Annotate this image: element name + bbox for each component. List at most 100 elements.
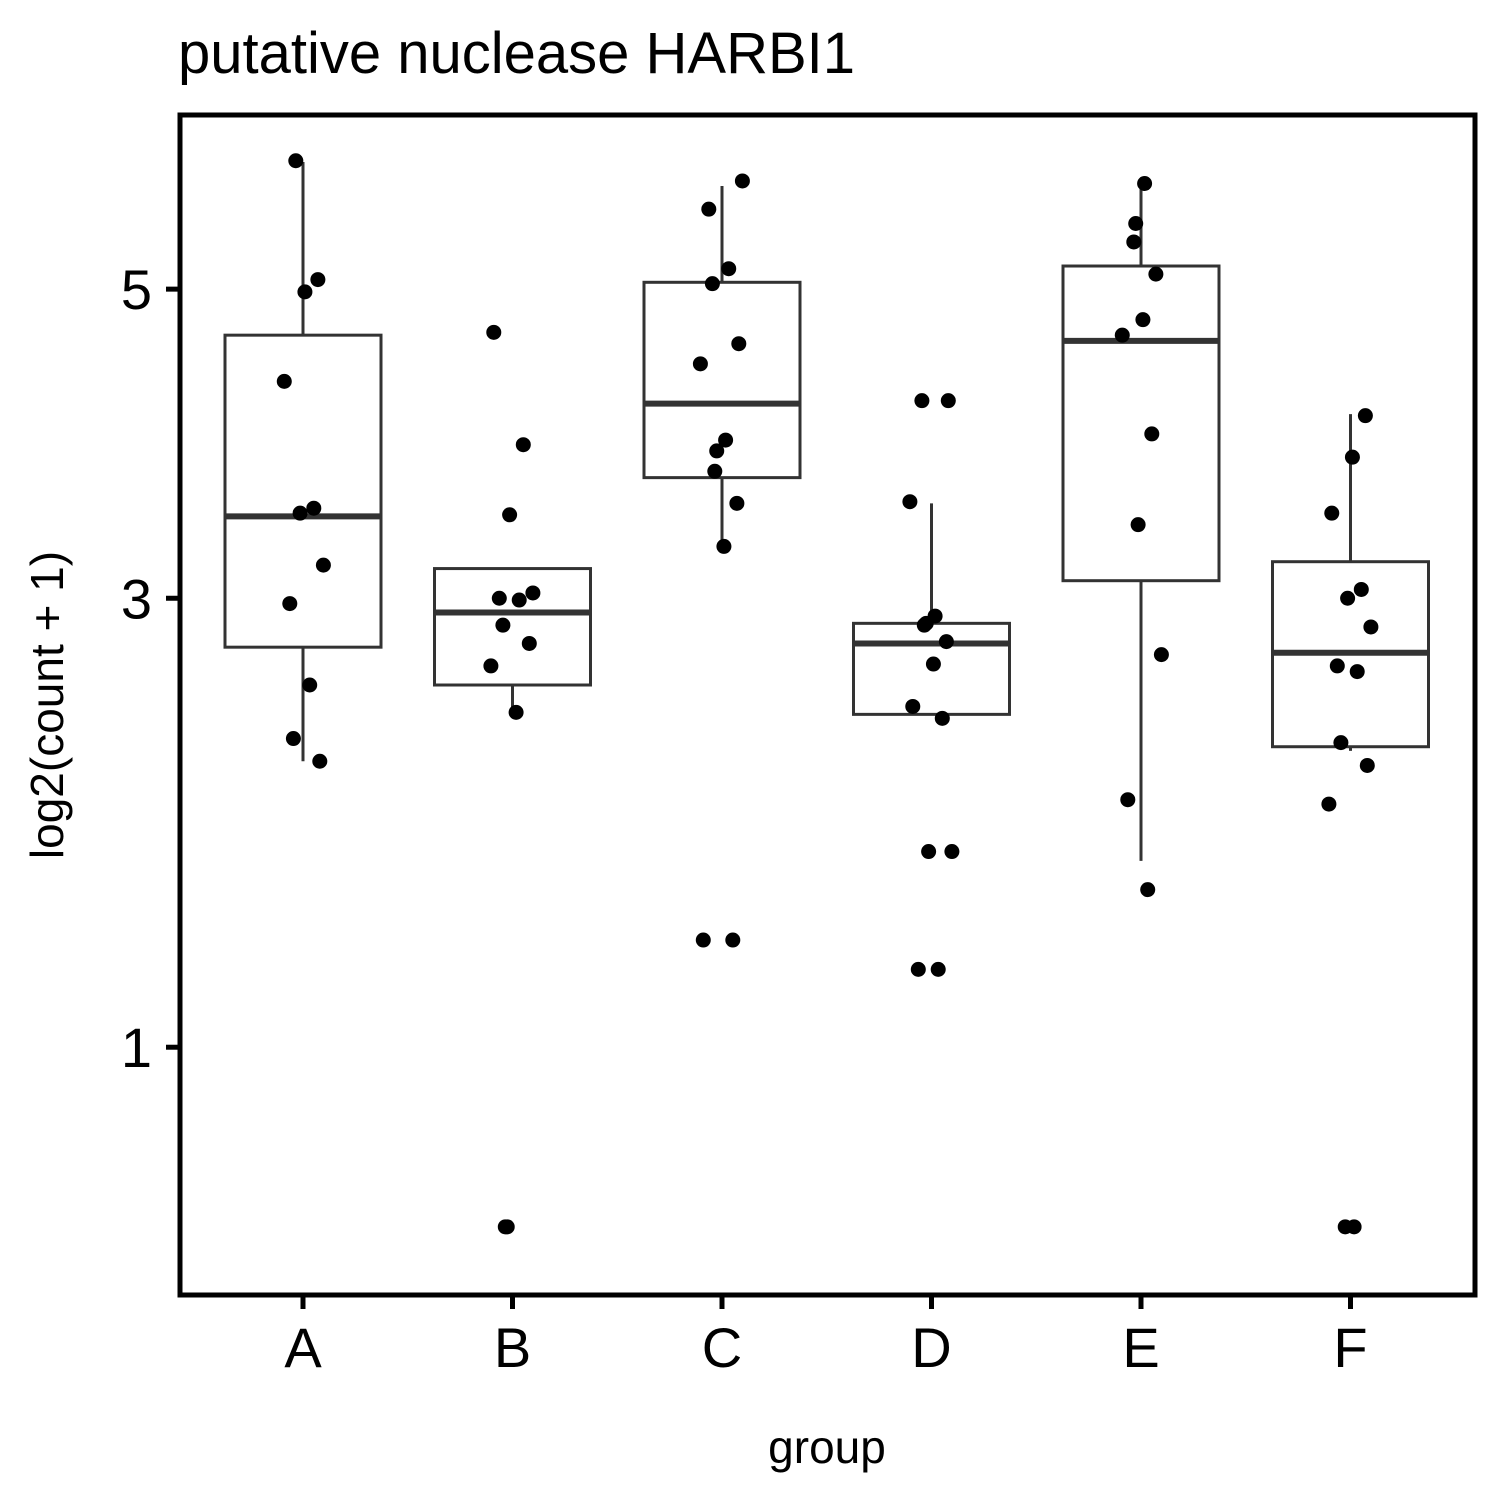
box-D xyxy=(852,503,1011,716)
data-point-F xyxy=(1337,1219,1353,1235)
data-point-A xyxy=(288,153,304,169)
x-tick-label: F xyxy=(1333,1316,1367,1379)
y-tick-label: 1 xyxy=(121,1016,152,1079)
data-point-C xyxy=(707,463,723,479)
data-point-F xyxy=(1357,408,1373,424)
chart-title: putative nuclease HARBI1 xyxy=(178,21,855,86)
box-iqr-B xyxy=(433,567,592,687)
data-point-D xyxy=(910,961,926,977)
data-point-B xyxy=(497,1219,513,1235)
data-point-D xyxy=(914,393,930,409)
data-point-B xyxy=(515,437,531,453)
data-point-C xyxy=(731,336,747,352)
data-point-F xyxy=(1321,796,1337,812)
points-C xyxy=(692,173,750,948)
plot-panel-border xyxy=(177,112,1478,1298)
data-point-F xyxy=(1363,619,1379,635)
x-tick-label: C xyxy=(702,1316,742,1379)
data-point-F xyxy=(1340,590,1356,606)
data-point-C xyxy=(721,261,737,277)
data-point-E xyxy=(1135,312,1151,328)
data-point-A xyxy=(282,596,298,612)
y-axis-title: log2(count + 1) xyxy=(21,551,73,859)
data-point-B xyxy=(486,324,502,340)
data-point-C xyxy=(716,538,732,554)
data-point-F xyxy=(1333,735,1349,751)
data-point-B xyxy=(525,585,541,601)
data-point-E xyxy=(1144,426,1160,442)
data-point-F xyxy=(1344,449,1360,465)
x-axis: A B C D E F xyxy=(284,1295,1368,1379)
box-C xyxy=(642,186,802,550)
data-point-A xyxy=(315,557,331,573)
data-point-A xyxy=(306,500,322,516)
data-point-A xyxy=(302,677,318,693)
y-axis: 1 3 5 xyxy=(121,258,180,1079)
data-point-E xyxy=(1130,517,1146,533)
x-tick-label: D xyxy=(911,1316,951,1379)
data-point-C xyxy=(718,432,734,448)
box-B xyxy=(433,567,592,715)
data-point-E xyxy=(1140,882,1156,898)
data-point-E xyxy=(1126,234,1142,250)
data-point-D xyxy=(934,710,950,726)
data-point-F xyxy=(1359,757,1375,773)
data-point-E xyxy=(1128,216,1144,232)
data-point-B xyxy=(491,590,507,606)
data-point-F xyxy=(1353,581,1369,597)
data-point-A xyxy=(312,753,328,769)
data-point-A xyxy=(292,505,308,521)
data-point-C xyxy=(692,356,708,372)
data-point-A xyxy=(276,373,292,389)
x-tick-label: A xyxy=(284,1316,322,1379)
points-D xyxy=(902,393,960,977)
y-tick-label: 5 xyxy=(121,258,152,321)
data-point-D xyxy=(905,698,921,714)
x-axis-title: group xyxy=(768,1421,886,1473)
data-point-E xyxy=(1120,792,1136,808)
data-point-F xyxy=(1329,658,1345,674)
points-F xyxy=(1321,408,1379,1235)
data-point-D xyxy=(930,961,946,977)
data-point-D xyxy=(921,844,937,860)
data-point-B xyxy=(495,617,511,633)
data-point-C xyxy=(704,276,720,292)
data-point-E xyxy=(1114,327,1130,343)
data-point-C xyxy=(695,932,711,948)
y-tick-label: 3 xyxy=(121,567,152,630)
data-point-B xyxy=(508,704,524,720)
data-point-A xyxy=(310,272,326,288)
data-point-B xyxy=(511,592,527,608)
box-F xyxy=(1271,414,1430,751)
data-point-D xyxy=(944,844,960,860)
data-point-B xyxy=(502,507,518,523)
box-iqr-A xyxy=(223,333,383,649)
data-point-C xyxy=(701,201,717,217)
points-E xyxy=(1114,175,1169,898)
x-tick-label: E xyxy=(1122,1316,1159,1379)
data-point-A xyxy=(297,284,313,300)
data-point-E xyxy=(1148,266,1164,282)
chart-marks xyxy=(223,153,1430,1235)
data-point-F xyxy=(1324,505,1340,521)
data-point-C xyxy=(709,443,725,459)
data-point-A xyxy=(285,731,301,747)
points-B xyxy=(483,324,541,1235)
x-tick-label: B xyxy=(494,1316,531,1379)
box-A xyxy=(223,162,383,762)
data-point-E xyxy=(1153,647,1169,663)
data-point-B xyxy=(483,658,499,674)
data-point-C xyxy=(729,495,745,511)
data-point-B xyxy=(521,635,537,651)
points-A xyxy=(276,153,331,769)
data-point-D xyxy=(938,634,954,650)
data-point-F xyxy=(1349,664,1365,680)
data-point-E xyxy=(1137,175,1153,191)
data-point-D xyxy=(902,494,918,510)
data-point-C xyxy=(734,173,750,189)
data-point-D xyxy=(940,393,956,409)
data-point-D xyxy=(925,656,941,672)
data-point-D xyxy=(916,617,932,633)
data-point-C xyxy=(725,932,741,948)
